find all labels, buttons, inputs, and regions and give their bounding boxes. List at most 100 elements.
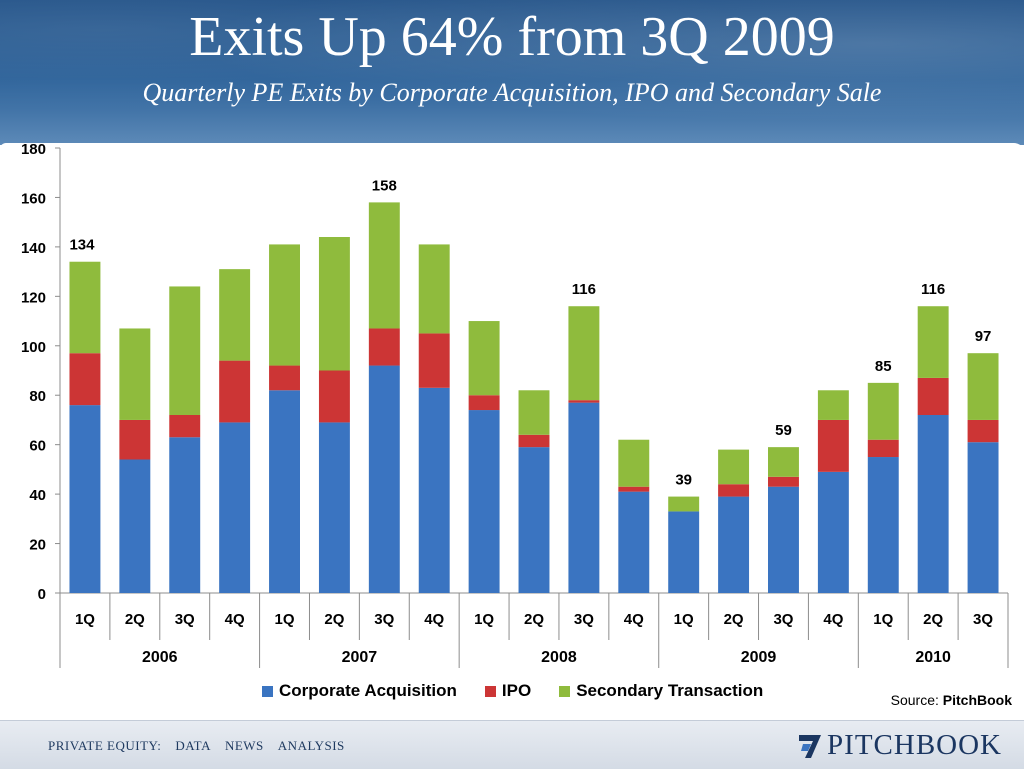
bar-secondary-5 <box>318 237 350 371</box>
bar-ipo-10 <box>568 400 600 403</box>
bar-corporate-7 <box>418 387 450 593</box>
footer-nav-data[interactable]: DATA <box>175 738 211 753</box>
source-name: PitchBook <box>942 692 1012 708</box>
bar-ipo-18 <box>967 419 999 443</box>
bar-corporate-5 <box>318 422 350 593</box>
bar-ipo-1 <box>119 419 151 460</box>
x-category-label: 3Q <box>773 611 793 628</box>
source-label: Source: <box>890 692 939 708</box>
x-category-label: 4Q <box>225 611 245 628</box>
bar-secondary-15 <box>817 390 849 420</box>
x-category-label: 1Q <box>275 611 295 628</box>
pitchbook-seven-icon <box>799 734 822 758</box>
x-category-label: 1Q <box>674 611 694 628</box>
bar-corporate-4 <box>269 390 300 593</box>
slide-header: Exits Up 64% from 3Q 2009 Quarterly PE E… <box>0 0 1024 145</box>
bar-ipo-5 <box>318 370 350 423</box>
data-label-10: 116 <box>572 281 596 298</box>
bar-ipo-16 <box>867 439 899 458</box>
legend-swatch-secondary <box>559 685 571 697</box>
footer-nav-analysis[interactable]: ANALYSIS <box>277 738 345 753</box>
legend-swatch-ipo <box>484 685 496 697</box>
bar-corporate-11 <box>618 491 650 593</box>
y-tick-label: 180 <box>21 141 46 158</box>
x-category-label: 1Q <box>873 611 893 628</box>
x-year-label: 2006 <box>142 649 178 666</box>
data-label-6: 158 <box>372 177 397 194</box>
bar-ipo-11 <box>618 486 650 492</box>
bar-secondary-14 <box>768 447 799 477</box>
x-category-label: 2Q <box>923 611 943 628</box>
bar-secondary-7 <box>418 244 450 334</box>
bar-corporate-2 <box>169 437 201 593</box>
footer-nav-private-equity: PRIVATE EQUITY: <box>48 738 162 753</box>
data-label-14: 59 <box>775 422 792 439</box>
data-label-12: 39 <box>675 472 692 489</box>
pitchbook-wordmark: PITCHBOOK <box>827 729 1002 761</box>
footer-nav-news[interactable]: NEWS <box>224 738 264 753</box>
x-category-label: 1Q <box>474 611 494 628</box>
x-year-label: 2007 <box>342 649 378 666</box>
bar-corporate-8 <box>468 410 500 593</box>
x-category-label: 3Q <box>973 611 993 628</box>
bar-secondary-9 <box>518 390 550 435</box>
bar-corporate-15 <box>817 471 849 593</box>
y-tick-label: 20 <box>29 537 46 554</box>
bar-secondary-11 <box>618 439 650 487</box>
footer-nav: PRIVATE EQUITY: DATA NEWS ANALYSIS <box>48 738 345 754</box>
bar-corporate-10 <box>568 402 600 593</box>
bar-ipo-13 <box>718 484 750 497</box>
legend-item-secondary: Secondary Transaction <box>559 681 763 701</box>
bar-corporate-17 <box>917 415 949 593</box>
legend-label-secondary: Secondary Transaction <box>576 681 764 700</box>
x-year-label: 2010 <box>915 649 951 666</box>
bar-secondary-10 <box>568 306 600 401</box>
bar-ipo-8 <box>468 395 500 411</box>
y-tick-label: 160 <box>21 190 46 207</box>
bar-ipo-7 <box>418 333 450 388</box>
y-tick-label: 100 <box>21 339 46 356</box>
bar-ipo-3 <box>219 360 251 423</box>
x-category-label: 3Q <box>574 611 594 628</box>
legend-label-ipo: IPO <box>501 681 532 700</box>
bar-ipo-6 <box>368 328 400 366</box>
data-label-16: 85 <box>875 358 892 375</box>
bar-corporate-1 <box>119 459 151 593</box>
bar-secondary-2 <box>169 286 201 415</box>
y-tick-label: 120 <box>21 289 46 306</box>
data-label-18: 97 <box>975 328 992 345</box>
bar-corporate-0 <box>69 405 101 593</box>
data-label-17: 116 <box>921 281 945 298</box>
slide-title: Exits Up 64% from 3Q 2009 <box>189 6 835 68</box>
y-tick-label: 60 <box>29 438 46 455</box>
bar-ipo-0 <box>69 353 101 406</box>
stacked-bar-chart: 0 20 40 60 80 100 120 140 160 180 134 158 116 39 59 85 1… <box>21 141 1009 668</box>
bar-ipo-2 <box>169 415 201 438</box>
bar-secondary-1 <box>119 328 151 420</box>
bar-corporate-3 <box>219 422 251 593</box>
bar-secondary-16 <box>867 382 899 440</box>
x-category-label: 4Q <box>424 611 444 628</box>
footer-bar: PRIVATE EQUITY: DATA NEWS ANALYSIS PITCH… <box>0 720 1024 769</box>
bar-ipo-9 <box>518 434 550 448</box>
data-label-0: 134 <box>69 237 95 254</box>
y-tick-label: 0 <box>38 586 46 603</box>
x-category-label: 2Q <box>324 611 344 628</box>
x-category-label: 3Q <box>374 611 394 628</box>
y-tick-label: 40 <box>29 487 46 504</box>
slide-subtitle: Quarterly PE Exits by Corporate Acquisit… <box>142 78 882 107</box>
bar-corporate-18 <box>967 442 999 593</box>
bar-secondary-6 <box>368 202 400 329</box>
x-category-label: 2Q <box>125 611 145 628</box>
pitchbook-logo: PITCHBOOK <box>797 729 1002 762</box>
bar-secondary-17 <box>917 306 949 378</box>
bar-secondary-18 <box>967 353 999 420</box>
source-note: Source: PitchBook <box>891 692 1012 708</box>
x-category-label: 2Q <box>724 611 744 628</box>
x-category-label: 4Q <box>624 611 644 628</box>
bar-secondary-13 <box>718 449 750 485</box>
bar-secondary-3 <box>219 269 251 361</box>
bar-corporate-6 <box>368 365 400 593</box>
x-year-label: 2008 <box>541 649 577 666</box>
x-category-label: 4Q <box>823 611 843 628</box>
